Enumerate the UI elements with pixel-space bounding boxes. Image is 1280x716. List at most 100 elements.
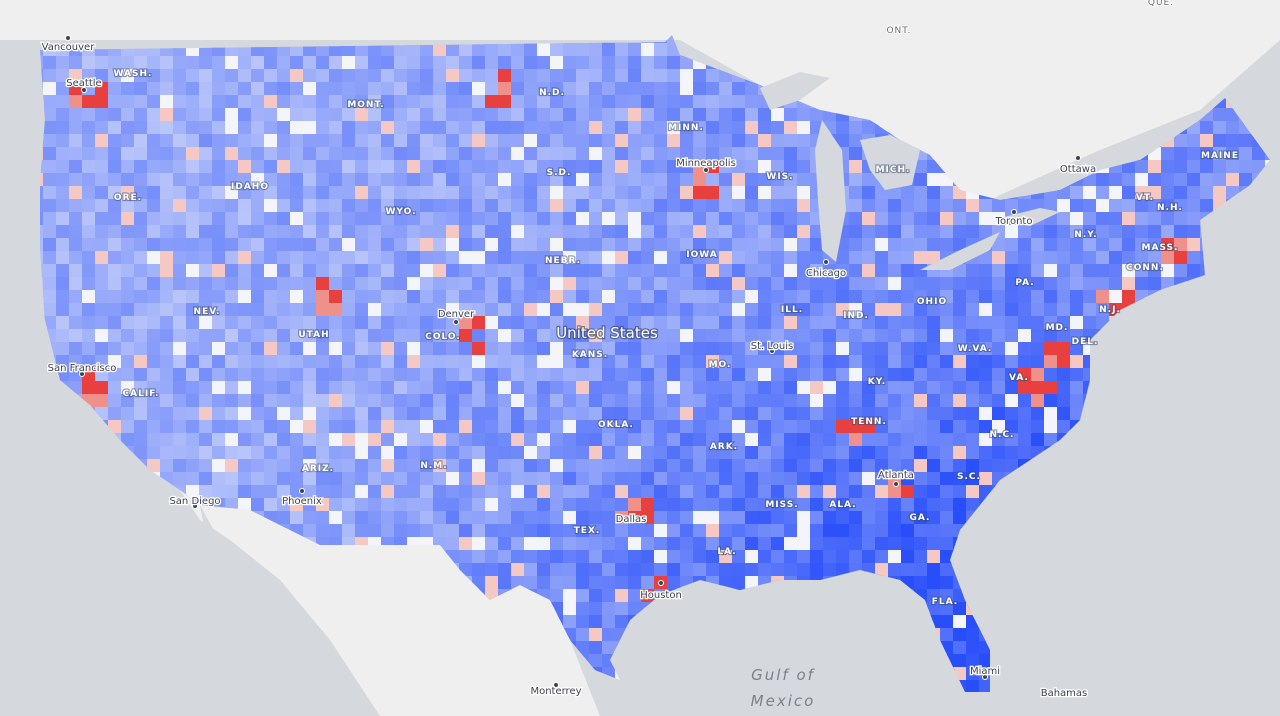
county [680, 368, 695, 381]
county [563, 212, 580, 225]
county [615, 251, 629, 264]
county [316, 199, 332, 215]
county [927, 199, 941, 215]
county [706, 381, 720, 395]
county [888, 238, 904, 254]
county [290, 420, 303, 433]
county [329, 134, 342, 148]
county [836, 134, 850, 150]
county [1096, 199, 1110, 215]
county [420, 56, 435, 69]
county [381, 95, 396, 112]
county [43, 160, 56, 175]
county [420, 82, 434, 96]
county [290, 264, 305, 278]
county [316, 43, 329, 60]
county [745, 173, 759, 186]
county [147, 290, 161, 305]
county [225, 459, 239, 474]
county [147, 173, 164, 187]
county [797, 251, 810, 265]
county [550, 381, 564, 396]
county [355, 160, 371, 175]
county [472, 134, 487, 147]
county [745, 212, 758, 226]
county [303, 147, 319, 163]
county [992, 459, 1005, 473]
county [212, 173, 228, 187]
county [797, 121, 814, 135]
county [290, 134, 303, 149]
county [628, 394, 642, 409]
county [1161, 251, 1176, 266]
county [277, 134, 291, 150]
county [43, 56, 60, 70]
county [797, 433, 812, 446]
county [1213, 173, 1227, 188]
county [524, 160, 539, 177]
county [862, 186, 879, 201]
county [550, 69, 565, 85]
county [1018, 225, 1033, 242]
county [134, 95, 151, 111]
county [342, 446, 356, 461]
county [446, 459, 461, 472]
county [147, 329, 162, 344]
county [186, 56, 203, 72]
county [355, 459, 368, 473]
county [576, 108, 593, 122]
county [69, 342, 84, 355]
county [849, 134, 863, 151]
county [342, 43, 356, 60]
county [394, 95, 409, 110]
county [680, 121, 694, 134]
county [446, 173, 460, 189]
county [719, 212, 736, 226]
county [693, 524, 706, 539]
county [1135, 238, 1149, 252]
county [654, 186, 670, 203]
county [511, 511, 524, 526]
county [394, 290, 408, 304]
county [433, 69, 450, 86]
county [745, 459, 760, 474]
county [186, 251, 199, 268]
county [43, 251, 58, 267]
county [654, 264, 669, 279]
county [95, 173, 111, 187]
county [420, 69, 436, 83]
county [615, 199, 628, 213]
county [836, 459, 851, 472]
county [836, 251, 853, 265]
county [329, 238, 346, 255]
county [459, 173, 473, 190]
county [251, 134, 265, 151]
county [199, 108, 216, 121]
county [108, 199, 125, 212]
county [628, 43, 642, 58]
county [992, 251, 1005, 266]
county [95, 95, 112, 110]
county [251, 303, 266, 316]
county [693, 407, 708, 420]
county [303, 524, 318, 538]
county [550, 238, 563, 252]
county [1018, 342, 1032, 356]
county [186, 277, 200, 290]
county [758, 485, 772, 499]
county [1109, 225, 1123, 239]
county [693, 82, 708, 97]
county [589, 277, 603, 290]
county [498, 563, 512, 578]
county [290, 212, 303, 225]
county [329, 303, 343, 318]
county [550, 108, 566, 122]
county [693, 303, 708, 316]
county [173, 121, 190, 134]
county [719, 251, 736, 268]
county [693, 355, 708, 368]
county [914, 446, 928, 461]
county [563, 95, 577, 111]
county [901, 251, 914, 264]
county [342, 82, 357, 96]
